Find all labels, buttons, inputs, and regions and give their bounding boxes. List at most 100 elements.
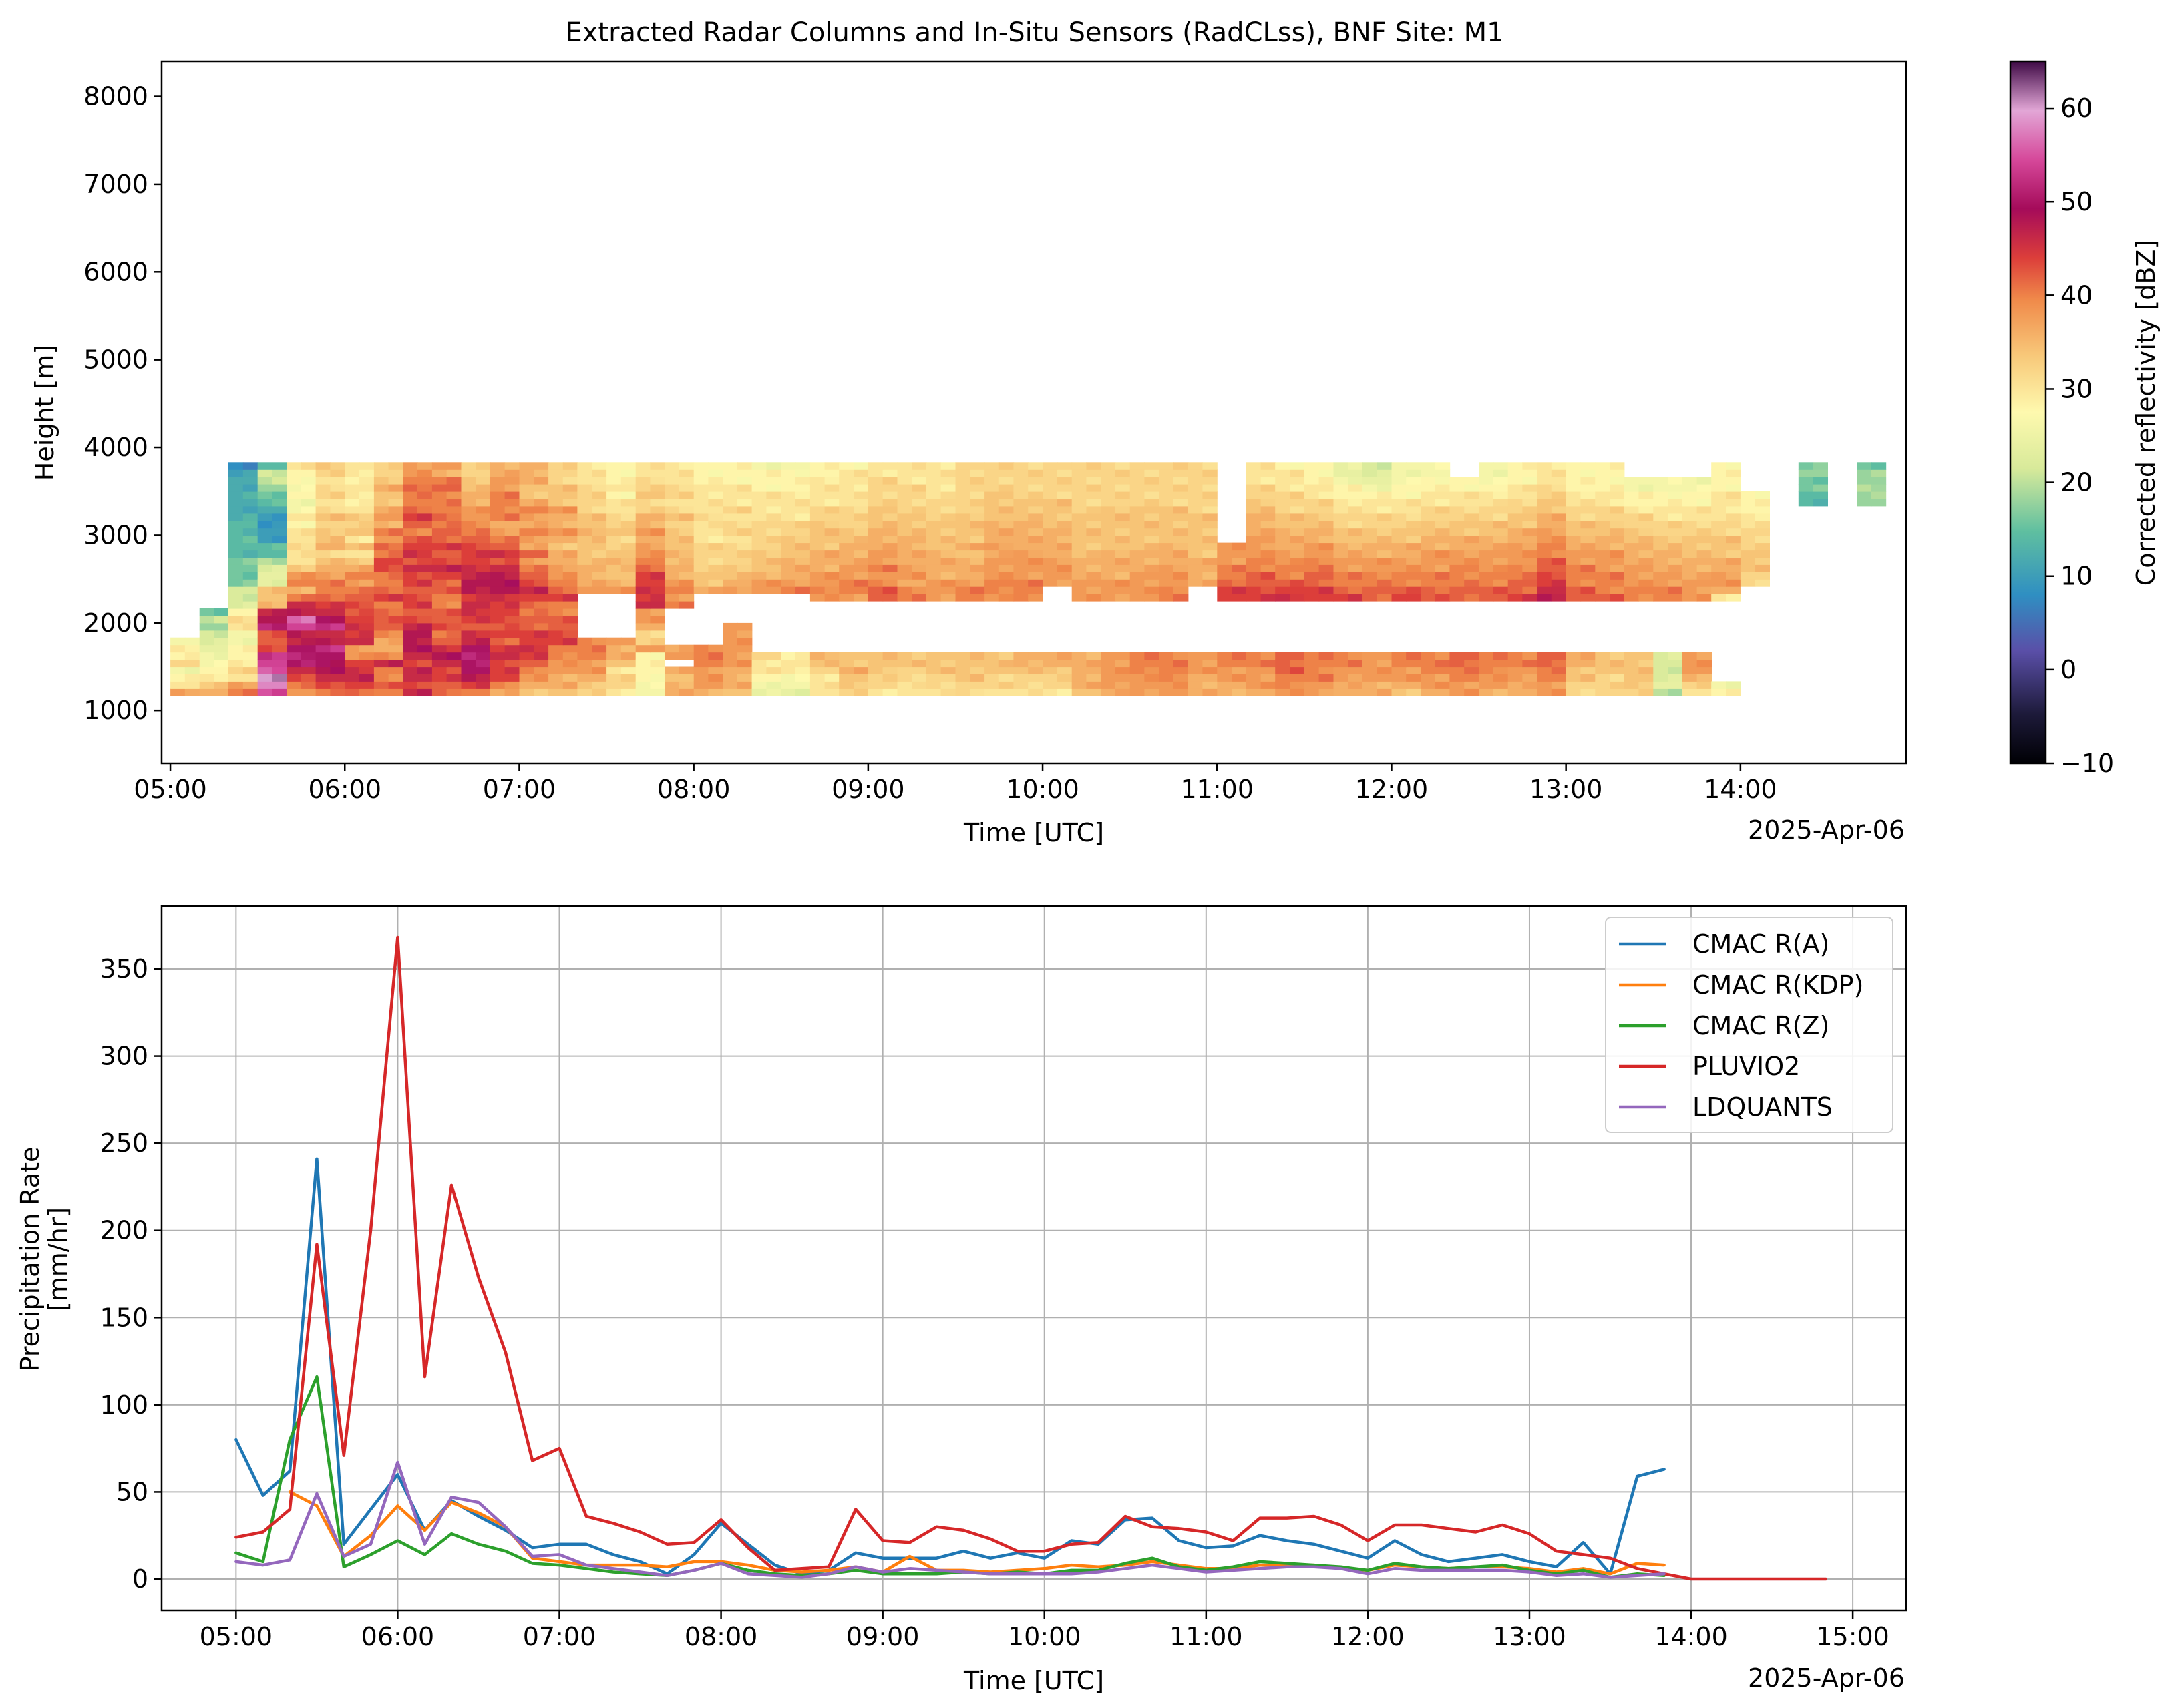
heatmap-cell (1522, 659, 1537, 668)
heatmap-cell (461, 674, 476, 682)
heatmap-cell (1028, 469, 1043, 477)
heatmap-cell (1522, 513, 1537, 521)
heatmap-cell (1479, 535, 1494, 544)
heatmap-cell (620, 462, 637, 470)
heatmap-cell (373, 557, 389, 565)
heatmap-cell (1668, 557, 1683, 565)
heatmap-cell (1318, 564, 1334, 572)
heatmap-cell (868, 564, 884, 572)
heatmap-cell (1726, 564, 1741, 572)
heatmap-cell (577, 535, 592, 544)
heatmap-cell (970, 550, 985, 558)
heatmap-cell (882, 579, 898, 587)
heatmap-cell (1479, 586, 1494, 594)
heatmap-cell (388, 477, 403, 485)
heatmap-cell (1624, 542, 1639, 551)
heatmap-cell (809, 462, 826, 470)
heatmap-cell (359, 491, 375, 499)
heatmap-cell (1013, 484, 1029, 492)
heatmap-cell (606, 542, 622, 551)
heatmap-cell (1013, 674, 1029, 682)
heatmap-cell (1406, 666, 1421, 674)
heatmap-cell (1101, 659, 1116, 668)
heatmap-cell (548, 469, 564, 477)
heatmap-cell (1668, 659, 1683, 668)
heatmap-cell (1580, 477, 1596, 485)
heatmap-cell (751, 513, 767, 521)
heatmap-cell (1144, 520, 1159, 529)
heatmap-cell (955, 520, 970, 529)
heatmap-cell (1522, 498, 1537, 507)
top-y-tick-label: 4000 (83, 433, 148, 462)
heatmap-cell (737, 505, 753, 514)
heatmap-cell (984, 498, 1000, 507)
heatmap-cell (1290, 527, 1305, 536)
heatmap-cell (635, 469, 651, 477)
heatmap-cell (373, 652, 389, 660)
heatmap-cell (1275, 520, 1290, 529)
heatmap-cell (534, 681, 549, 689)
heatmap-cell (940, 674, 956, 682)
heatmap-cell (723, 550, 738, 558)
heatmap-cell (912, 659, 927, 668)
heatmap-cell (301, 498, 317, 507)
heatmap-cell (228, 644, 244, 653)
heatmap-cell (1624, 666, 1639, 674)
heatmap-cell (431, 469, 447, 477)
heatmap-cell (1726, 586, 1741, 594)
heatmap-cell (766, 564, 781, 572)
heatmap-cell (1304, 513, 1320, 521)
bottom-series-lines (234, 935, 1827, 1581)
heatmap-cell (1362, 505, 1378, 514)
heatmap-cell (1159, 469, 1174, 477)
heatmap-cell (1580, 564, 1596, 572)
heatmap-cell (1391, 579, 1407, 587)
heatmap-cell (1610, 674, 1625, 682)
heatmap-cell (854, 681, 869, 689)
heatmap-cell (606, 527, 622, 536)
heatmap-cell (315, 491, 331, 499)
colorbar-tick-label: 20 (2060, 468, 2093, 497)
heatmap-cell (912, 594, 927, 602)
heatmap-cell (476, 527, 491, 536)
heatmap-cell (1318, 594, 1334, 602)
heatmap-cell (1406, 579, 1421, 587)
heatmap-cell (272, 520, 287, 529)
heatmap-cell (1711, 550, 1727, 558)
heatmap-cell (1537, 462, 1552, 470)
heatmap-cell (1507, 681, 1523, 689)
heatmap-cell (345, 659, 360, 668)
heatmap-cell (199, 666, 215, 674)
heatmap-cell (970, 513, 985, 521)
heatmap-cell (330, 527, 345, 536)
heatmap-cell (330, 513, 345, 521)
heatmap-cell (1726, 520, 1741, 529)
heatmap-cell (330, 681, 345, 689)
heatmap-cell (1377, 594, 1392, 602)
heatmap-cell (1318, 557, 1334, 565)
heatmap-cell (1101, 674, 1116, 682)
heatmap-cell (548, 659, 564, 668)
heatmap-cell (1406, 681, 1421, 689)
heatmap-cell (984, 505, 1000, 514)
heatmap-cell (912, 542, 927, 551)
heatmap-cell (446, 688, 462, 696)
heatmap-cell (679, 557, 695, 565)
heatmap-cell (766, 513, 781, 521)
heatmap-cell (679, 520, 695, 529)
heatmap-cell (882, 557, 898, 565)
heatmap-cell (620, 491, 637, 499)
heatmap-cell (330, 652, 345, 660)
heatmap-cell (548, 601, 564, 609)
heatmap-cell (839, 579, 854, 587)
heatmap-cell (1624, 659, 1639, 668)
heatmap-cell (1202, 491, 1218, 499)
heatmap-cell (665, 462, 680, 470)
heatmap-cell (1173, 535, 1189, 544)
heatmap-cell (970, 564, 985, 572)
heatmap-cell (1566, 542, 1582, 551)
heatmap-cell (359, 513, 375, 521)
heatmap-cell (1333, 674, 1348, 682)
heatmap-cell (345, 608, 360, 616)
heatmap-cell (984, 594, 1000, 602)
